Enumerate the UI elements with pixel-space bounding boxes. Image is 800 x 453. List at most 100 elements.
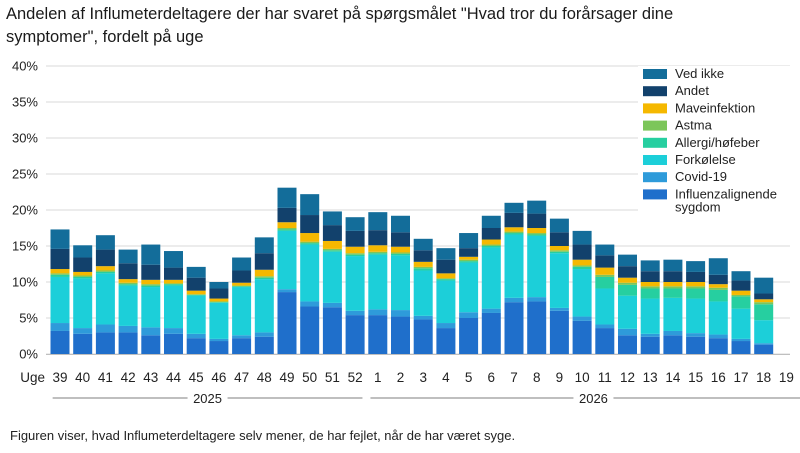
bar-segment — [731, 290, 751, 295]
bar-segment — [549, 251, 569, 254]
bar-segment — [413, 315, 433, 320]
bar-segment — [254, 279, 274, 333]
bar-segment — [618, 254, 637, 267]
x-axis: Uge 39 40 41 42 43 44 45 46 47 48 49 50 51 52 1 2 3 4 5 6 7 8 9… — [20, 354, 794, 385]
bar-segment — [708, 284, 728, 288]
bar-segment — [50, 273, 70, 275]
legend-swatch — [643, 86, 667, 97]
bar-segment — [232, 286, 252, 288]
bar-segment — [232, 270, 252, 283]
bar-segment — [232, 335, 252, 339]
bar-segment — [572, 320, 592, 354]
bar-segment — [322, 251, 342, 303]
bar-segment — [459, 259, 479, 262]
bar-segment — [300, 215, 320, 234]
bar-segment — [527, 233, 547, 235]
bar-segment — [754, 344, 774, 354]
bar-segment — [254, 237, 274, 254]
bar-segment — [300, 233, 320, 242]
bar-segment — [549, 307, 569, 311]
bar-segment — [640, 288, 660, 299]
bar-segment — [481, 239, 501, 245]
bar-segment — [73, 333, 93, 354]
legend-label: Covid-19 — [675, 169, 727, 184]
bar-segment — [277, 229, 297, 231]
bar-segment — [391, 253, 410, 256]
bar-segment — [73, 275, 93, 277]
x-tick-label: 5 — [465, 370, 473, 385]
bar-segment — [663, 271, 683, 282]
bar-segment — [50, 229, 70, 249]
bar-segment — [595, 288, 615, 325]
bar-segment — [527, 228, 547, 234]
bar-segment — [640, 260, 660, 272]
bar-segment — [527, 200, 547, 214]
bar-segment — [504, 233, 524, 235]
bar-segment — [527, 301, 547, 354]
bar-segment — [300, 243, 320, 245]
bar-segment — [436, 279, 456, 281]
x-tick-label: 16 — [711, 370, 726, 385]
bar-segment — [391, 252, 410, 254]
legend-label: Influenzalignende — [675, 186, 777, 201]
bar-segment — [731, 341, 751, 354]
bar-segment — [141, 287, 161, 328]
x-tick-label: 49 — [279, 370, 294, 385]
bar-segment — [209, 282, 229, 289]
bar-segment — [413, 261, 433, 267]
bar-segment — [95, 235, 115, 250]
bar-segment — [572, 316, 592, 321]
bar-segment — [118, 332, 138, 354]
bar-segment — [277, 187, 297, 208]
bar-segment — [73, 271, 93, 276]
bar-segment — [459, 261, 479, 263]
bar-segment — [595, 324, 615, 329]
bar-segment — [686, 288, 706, 299]
x-tick-label: 45 — [189, 370, 204, 385]
bar-segment — [731, 296, 751, 309]
bar-segment — [754, 304, 774, 321]
bar-segment — [413, 266, 433, 269]
bar-segment — [391, 316, 410, 354]
x-tick-label: 13 — [643, 370, 658, 385]
bar-segment — [618, 335, 637, 354]
bar-segment — [368, 253, 388, 255]
x-tick-label: 39 — [52, 370, 67, 385]
bar-segment — [663, 330, 683, 336]
bar-segment — [232, 287, 252, 336]
bar-segment — [504, 202, 524, 213]
bar-segment — [572, 269, 592, 317]
legend-swatch — [643, 137, 667, 148]
bar-segment — [118, 282, 138, 285]
bar-segment — [708, 338, 728, 354]
bar-segment — [391, 310, 410, 317]
bar-segment — [527, 297, 547, 302]
bar-segment — [481, 244, 501, 246]
bar-segment — [686, 333, 706, 337]
bar-segment — [708, 289, 728, 302]
bar-segment — [345, 315, 365, 354]
bar-segment — [618, 277, 637, 283]
bar-segment — [413, 250, 433, 262]
legend-swatch — [643, 189, 667, 200]
bar-segment — [731, 280, 751, 291]
x-tick-label: 46 — [211, 370, 226, 385]
x-tick-label: 52 — [348, 370, 363, 385]
legend-label: Astma — [675, 118, 713, 133]
bar-segment — [391, 232, 410, 247]
bar-segment — [300, 194, 320, 216]
x-tick-label: 50 — [302, 370, 317, 385]
bar-segment — [141, 327, 161, 336]
bar-segment — [708, 334, 728, 339]
bar-segment — [663, 259, 683, 272]
bar-segment — [436, 273, 456, 279]
bar-segment — [95, 332, 115, 354]
bar-segment — [572, 266, 592, 270]
bar-segment — [527, 234, 547, 236]
bar-segment — [595, 274, 615, 277]
bar-segment — [254, 253, 274, 270]
bar-segment — [50, 323, 70, 331]
bar-segment — [232, 338, 252, 354]
bar-segment — [436, 248, 456, 260]
x-tick-label: 48 — [257, 370, 272, 385]
